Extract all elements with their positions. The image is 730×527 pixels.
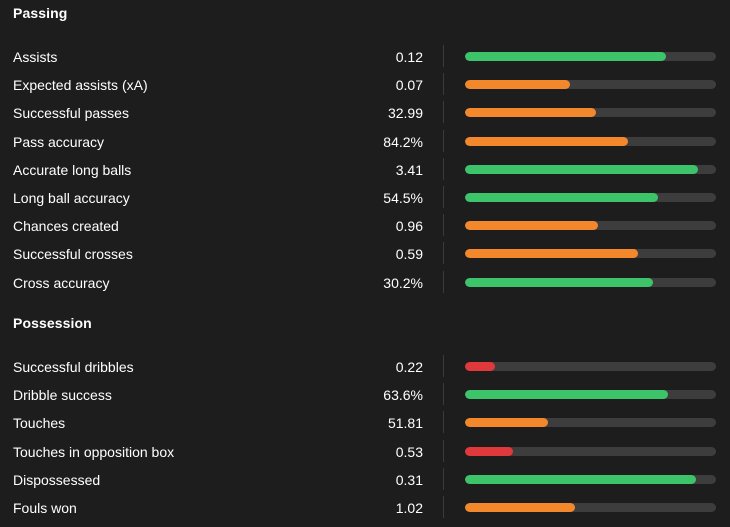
percentile-bar-fill — [465, 52, 666, 61]
stat-label: Assists — [13, 49, 58, 65]
stat-value: 30.2% — [383, 274, 423, 291]
percentile-bar-fill — [465, 249, 639, 259]
stat-row: Dribble success 63.6% — [0, 381, 730, 409]
percentile-bar — [465, 108, 716, 118]
percentile-bar — [465, 221, 716, 231]
percentile-bar — [465, 193, 716, 202]
stat-value: 3.41 — [395, 161, 423, 178]
divider — [443, 383, 444, 406]
stat-value: 54.5% — [383, 190, 423, 206]
stat-value: 51.81 — [387, 415, 423, 432]
stat-row: Successful crosses 0.59 — [0, 240, 730, 268]
divider — [443, 186, 444, 208]
percentile-bar — [465, 390, 716, 400]
divider — [443, 411, 444, 434]
stat-value: 0.12 — [395, 49, 423, 65]
percentile-bar — [465, 446, 716, 456]
divider — [443, 270, 444, 293]
stat-value: 0.07 — [395, 77, 423, 94]
percentile-bar — [465, 164, 716, 174]
divider — [443, 73, 444, 96]
stat-row: Chances created 0.96 — [0, 212, 730, 240]
divider — [443, 467, 444, 490]
percentile-bar-fill — [465, 193, 659, 202]
stat-value: 63.6% — [383, 387, 423, 404]
percentile-bar — [465, 474, 716, 484]
percentile-bar-fill — [465, 446, 513, 456]
stat-row: Dispossessed 0.31 — [0, 466, 730, 494]
stat-value: 0.31 — [395, 471, 423, 488]
stat-row: Touches 51.81 — [0, 409, 730, 437]
stat-label: Cross accuracy — [13, 274, 110, 291]
percentile-bar-fill — [465, 108, 596, 118]
percentile-bar-fill — [465, 80, 571, 90]
stat-row: Expected assists (xA) 0.07 — [0, 71, 730, 99]
percentile-bar-fill — [465, 362, 496, 371]
stat-row: Long ball accuracy 54.5% — [0, 184, 730, 212]
stat-row: Touches in opposition box 0.53 — [0, 438, 730, 466]
percentile-bar-fill — [465, 136, 629, 146]
percentile-bar — [465, 52, 716, 61]
stat-value: 0.96 — [395, 218, 423, 235]
percentile-bar — [465, 80, 716, 90]
stat-label: Long ball accuracy — [13, 190, 130, 206]
stat-value: 0.53 — [395, 443, 423, 460]
percentile-bar-fill — [465, 221, 599, 231]
stat-label: Touches — [13, 415, 66, 432]
section-title-passing: Passing — [13, 5, 68, 21]
stat-row: Successful dribbles 0.22 — [0, 353, 730, 381]
stat-label: Successful dribbles — [13, 359, 134, 375]
divider — [443, 214, 444, 237]
stat-label: Successful passes — [13, 105, 129, 122]
stat-row: Accurate long balls 3.41 — [0, 156, 730, 184]
stat-value: 32.99 — [387, 105, 423, 122]
stat-label: Dispossessed — [13, 471, 101, 488]
stat-label: Accurate long balls — [13, 161, 132, 178]
stat-label: Pass accuracy — [13, 133, 105, 150]
stat-label: Fouls won — [13, 500, 77, 516]
percentile-bar — [465, 136, 716, 146]
percentile-bar-fill — [465, 474, 696, 484]
stat-row: Pass accuracy 84.2% — [0, 128, 730, 156]
percentile-bar-fill — [465, 277, 654, 287]
divider — [443, 439, 444, 462]
section-title-possession: Possession — [13, 315, 92, 331]
stat-value: 0.22 — [395, 359, 423, 375]
percentile-bar — [465, 503, 716, 512]
percentile-bar — [465, 418, 716, 428]
percentile-bar-fill — [465, 418, 548, 428]
stat-row: Assists 0.12 — [0, 43, 730, 71]
divider — [443, 355, 444, 377]
stat-label: Chances created — [13, 218, 119, 235]
stat-label: Touches in opposition box — [13, 443, 175, 460]
stat-row: Successful passes 32.99 — [0, 99, 730, 127]
stat-row: Fouls won 1.02 — [0, 494, 730, 522]
percentile-bar — [465, 277, 716, 287]
stat-value: 0.59 — [395, 246, 423, 263]
divider — [443, 45, 444, 67]
divider — [443, 129, 444, 152]
stat-label: Successful crosses — [13, 246, 133, 263]
stat-label: Expected assists (xA) — [13, 77, 148, 94]
percentile-bar — [465, 362, 716, 371]
divider — [443, 157, 444, 180]
divider — [443, 101, 444, 124]
percentile-bar-fill — [465, 390, 669, 400]
stat-label: Dribble success — [13, 387, 112, 404]
divider — [443, 496, 444, 518]
stat-value: 84.2% — [383, 133, 423, 150]
percentile-bar — [465, 249, 716, 259]
stat-row: Cross accuracy 30.2% — [0, 269, 730, 297]
stat-value: 1.02 — [395, 500, 423, 516]
percentile-bar-fill — [465, 503, 576, 512]
percentile-bar-fill — [465, 164, 699, 174]
divider — [443, 242, 444, 265]
